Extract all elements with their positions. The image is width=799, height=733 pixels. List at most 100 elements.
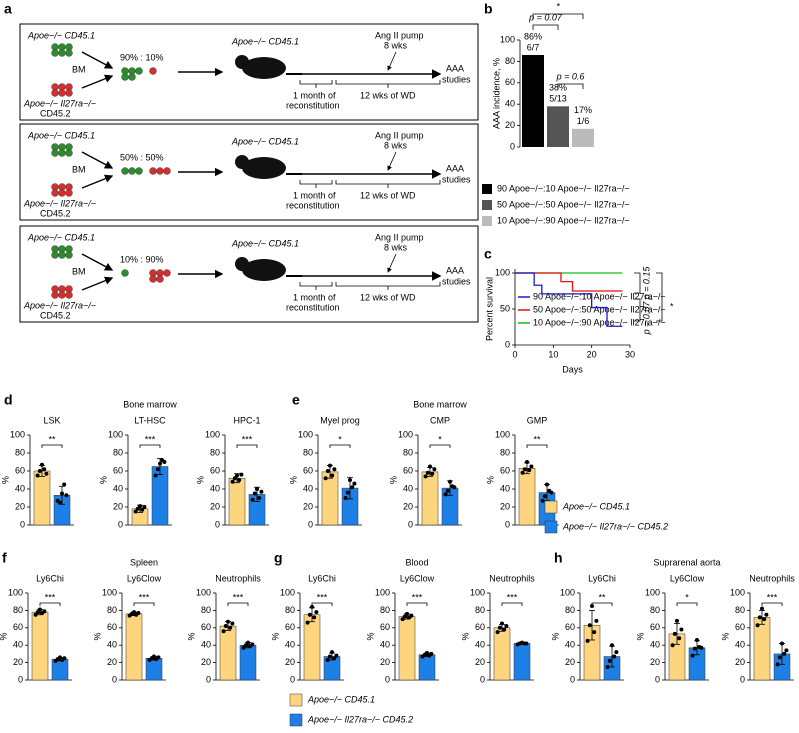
y-tick-label: 80 (15, 447, 25, 457)
bar (321, 471, 339, 526)
data-point (152, 654, 156, 659)
data-point (690, 653, 695, 658)
data-point (545, 482, 549, 487)
outcome-label: studies (442, 174, 471, 184)
data-point (699, 645, 704, 650)
phase-label: 1 month of (293, 292, 336, 302)
phase-label: 1 month of (293, 190, 336, 200)
bracket (335, 180, 441, 188)
significance: *** (139, 592, 150, 602)
data-point (448, 479, 452, 484)
survival-line (515, 272, 623, 327)
legend-label: 10 Apoe−/−:90 Apoe−/− Il27ra−/− (533, 317, 666, 327)
data-point (235, 473, 239, 478)
line (387, 253, 397, 273)
y-tick-label: 20 (113, 501, 123, 511)
cell (149, 167, 157, 175)
y-tick-label: 20 (500, 501, 510, 511)
bracket (133, 602, 155, 606)
data-point (524, 641, 529, 646)
line (81, 151, 114, 169)
legend-swatch (482, 184, 492, 194)
ratio: 90% : 10% (120, 52, 164, 62)
data-point (605, 664, 610, 669)
cell (128, 73, 136, 81)
count-label: 5/13 (549, 94, 567, 104)
y-tick-label: 100 (375, 587, 390, 597)
data-point (42, 467, 47, 472)
y-tick-label: 60 (650, 622, 660, 632)
data-point (612, 654, 617, 659)
cell (128, 167, 136, 175)
outcome-label: AAA (446, 163, 464, 173)
chart-title: Ly6Chi (36, 573, 64, 583)
phase-label: 12 wks of WD (360, 90, 416, 100)
cell (51, 291, 59, 299)
y-tick-label: 0 (206, 674, 211, 684)
data-point (60, 491, 64, 496)
bracket (676, 602, 698, 606)
donor-label: CD45.2 (40, 108, 71, 118)
significance: *** (767, 592, 778, 602)
ratio: 10% : 90% (120, 254, 164, 264)
legend-label: Apoe−/− CD45.1 (562, 501, 630, 511)
cell (51, 149, 59, 157)
data-point (587, 623, 592, 628)
y-tick-label: 60 (303, 465, 313, 475)
data-point (443, 492, 448, 497)
data-point (328, 463, 332, 468)
data-point (332, 656, 337, 661)
y-tick-label: 80 (735, 605, 745, 615)
data-point (38, 607, 42, 612)
y-tick-label: 80 (565, 605, 575, 615)
y-tick-label: 100 (398, 429, 413, 439)
data-point (133, 509, 138, 514)
significance: *** (233, 592, 244, 602)
group-title: Spleen (130, 557, 158, 567)
bar (493, 627, 511, 681)
bar (522, 54, 544, 148)
significance: ** (533, 434, 541, 444)
significance: *** (412, 592, 423, 602)
bracket (532, 13, 584, 19)
y-tick-label: 100 (205, 429, 220, 439)
y-axis-label: % (186, 632, 196, 640)
y-tick-label: 20 (285, 657, 295, 667)
y-tick-label: 20 (201, 657, 211, 667)
value-label: 86% (524, 31, 542, 41)
bar (398, 616, 416, 681)
y-tick-label: 60 (380, 622, 390, 632)
legend-swatch (289, 713, 303, 727)
bar (572, 128, 594, 147)
bar (518, 468, 536, 526)
bar (31, 611, 49, 681)
y-tick-label: 0 (655, 674, 660, 684)
mouse (235, 55, 249, 69)
bracket (299, 180, 333, 188)
significance: *** (45, 592, 56, 602)
data-point (35, 473, 40, 478)
outcome-label: AAA (446, 63, 464, 73)
line (387, 51, 397, 71)
cell (58, 251, 66, 259)
legend-label: Apoe−/− Il27ra−/− CD45.2 (307, 714, 413, 724)
data-point (35, 610, 40, 615)
chart-title: Neutrophils (489, 573, 535, 583)
y-tick-label: 20 (107, 657, 117, 667)
panel-label: b (484, 1, 493, 17)
significance: *** (507, 592, 518, 602)
data-point (158, 461, 162, 466)
data-point (305, 620, 310, 625)
y-tick-label: 0 (308, 519, 313, 529)
data-point (246, 640, 250, 645)
y-tick-label: 0 (505, 339, 510, 349)
y-axis-label: % (0, 476, 10, 484)
panel-label: a (4, 1, 12, 17)
donor-label: Apoe−/− Il27ra−/− (23, 198, 96, 208)
data-point (679, 627, 684, 632)
data-point (542, 494, 547, 499)
bracket (591, 602, 613, 606)
x-tick-label: 30 (625, 349, 635, 359)
scheme-box (19, 23, 479, 121)
